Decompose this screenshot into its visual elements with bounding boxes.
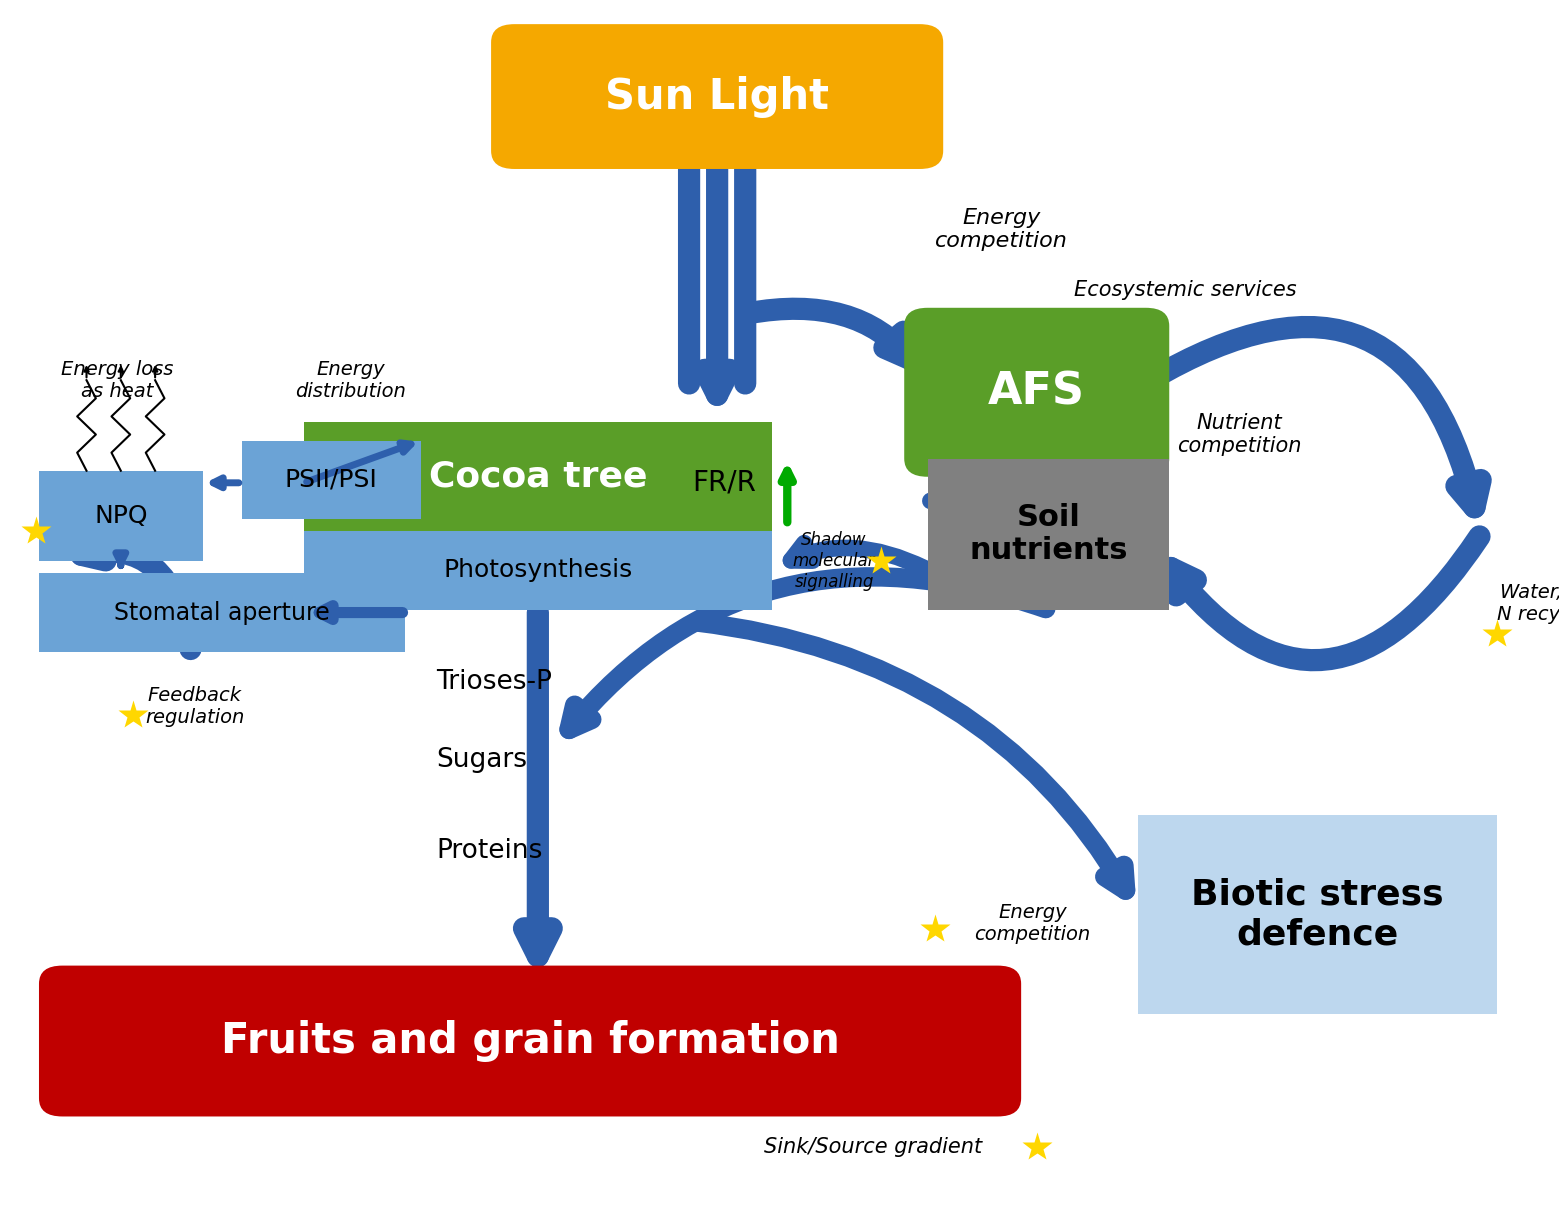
Text: Nutrient
competition: Nutrient competition: [1177, 413, 1302, 456]
Text: Energy
distribution: Energy distribution: [295, 360, 407, 401]
Text: Cocoa tree: Cocoa tree: [429, 460, 647, 494]
Text: Energy
competition: Energy competition: [974, 903, 1091, 944]
Text: FR/R: FR/R: [692, 468, 756, 497]
Text: Energy
competition: Energy competition: [935, 208, 1068, 251]
Text: Photosynthesis: Photosynthesis: [443, 559, 633, 582]
Text: Energy loss
as heat: Energy loss as heat: [61, 360, 173, 401]
Text: PSII/PSI: PSII/PSI: [285, 468, 377, 491]
FancyBboxPatch shape: [491, 24, 943, 169]
Text: AFS: AFS: [988, 371, 1085, 414]
FancyBboxPatch shape: [39, 471, 203, 561]
Text: Shadow
molecular
signalling: Shadow molecular signalling: [794, 531, 875, 591]
Text: Soil
nutrients: Soil nutrients: [970, 503, 1127, 565]
Text: Trioses-P: Trioses-P: [437, 669, 552, 695]
Text: Stomatal aperture: Stomatal aperture: [114, 601, 331, 624]
FancyBboxPatch shape: [304, 531, 772, 610]
Text: Water, pH,
N recycling: Water, pH, N recycling: [1497, 583, 1559, 624]
Text: Ecosystemic services: Ecosystemic services: [1074, 280, 1296, 299]
Text: Sink/Source gradient: Sink/Source gradient: [764, 1137, 982, 1156]
FancyBboxPatch shape: [39, 966, 1021, 1116]
FancyBboxPatch shape: [39, 573, 405, 652]
FancyBboxPatch shape: [928, 459, 1169, 610]
Text: Biotic stress
defence: Biotic stress defence: [1191, 877, 1444, 951]
Text: Proteins: Proteins: [437, 838, 543, 864]
FancyBboxPatch shape: [304, 422, 772, 531]
FancyBboxPatch shape: [242, 441, 421, 519]
FancyBboxPatch shape: [1138, 815, 1497, 1014]
Text: Sugars: Sugars: [437, 747, 527, 774]
Text: Sun Light: Sun Light: [605, 76, 829, 117]
Text: Feedback
regulation: Feedback regulation: [145, 686, 245, 727]
FancyBboxPatch shape: [904, 308, 1169, 477]
Text: Fruits and grain formation: Fruits and grain formation: [221, 1020, 839, 1062]
Text: NPQ: NPQ: [94, 505, 148, 527]
